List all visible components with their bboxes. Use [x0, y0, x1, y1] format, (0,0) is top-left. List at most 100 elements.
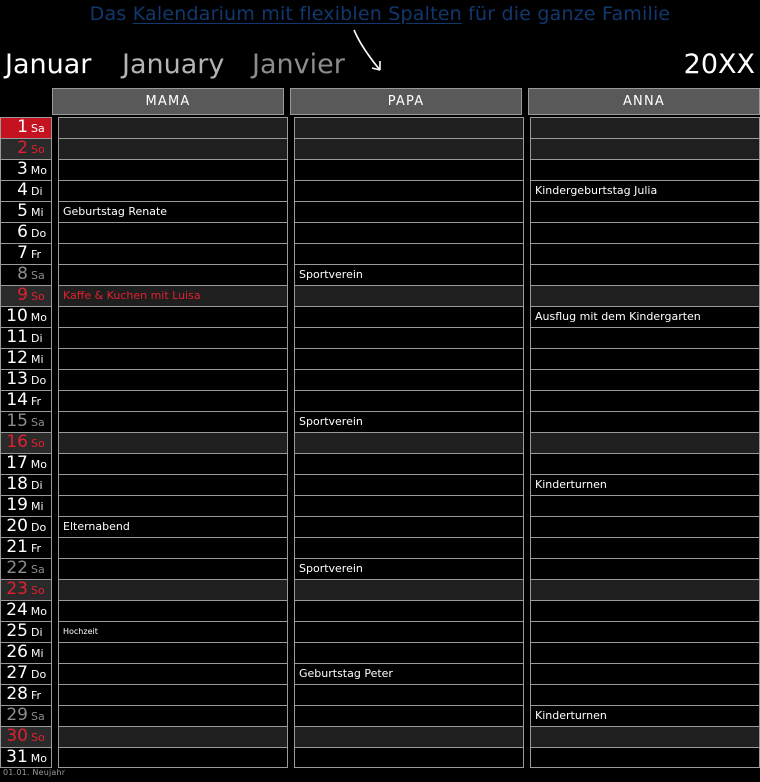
entry-cell-mama[interactable] [58, 264, 288, 285]
entry-cell-mama[interactable] [58, 453, 288, 474]
entry-cell-mama[interactable] [58, 411, 288, 432]
entry-cell-papa[interactable] [294, 642, 524, 663]
entry-cell-papa[interactable]: Sportverein [294, 558, 524, 579]
entry-cell-anna[interactable] [530, 243, 760, 264]
entry-cell-mama[interactable] [58, 432, 288, 453]
entry-cell-mama[interactable] [58, 243, 288, 264]
entry-cell-anna[interactable] [530, 684, 760, 705]
entry-cell-papa[interactable] [294, 159, 524, 180]
entry-cell-anna[interactable] [530, 663, 760, 684]
entry-cell-mama[interactable] [58, 327, 288, 348]
entry-cell-papa[interactable] [294, 348, 524, 369]
entry-cell-mama[interactable] [58, 306, 288, 327]
entry-cell-anna[interactable] [530, 453, 760, 474]
entry-cell-anna[interactable] [530, 579, 760, 600]
entry-cell-anna[interactable] [530, 201, 760, 222]
entry-cell-anna[interactable] [530, 138, 760, 159]
entry-cell-mama[interactable] [58, 558, 288, 579]
entry-cell-anna[interactable] [530, 390, 760, 411]
column-header-mama[interactable]: MAMA [52, 88, 284, 115]
entry-cell-anna[interactable] [530, 537, 760, 558]
entry-cell-papa[interactable] [294, 516, 524, 537]
entry-cell-papa[interactable] [294, 117, 524, 138]
entry-cell-mama[interactable] [58, 684, 288, 705]
entry-cell-papa[interactable] [294, 243, 524, 264]
entry-cell-mama[interactable]: Geburtstag Renate [58, 201, 288, 222]
entry-cell-papa[interactable] [294, 600, 524, 621]
entry-cell-anna[interactable]: Ausflug mit dem Kindergarten [530, 306, 760, 327]
entry-cell-mama[interactable] [58, 663, 288, 684]
entry-cell-papa[interactable] [294, 726, 524, 747]
entry-cell-anna[interactable] [530, 348, 760, 369]
entry-cell-anna[interactable] [530, 117, 760, 138]
column-header-anna[interactable]: ANNA [528, 88, 760, 115]
entry-cell-mama[interactable] [58, 747, 288, 768]
entry-cell-papa[interactable] [294, 201, 524, 222]
entry-cell-anna[interactable] [530, 432, 760, 453]
entry-cell-anna[interactable]: Kindergeburtstag Julia [530, 180, 760, 201]
promo-title: Das Kalendarium mit flexiblen Spalten fü… [90, 3, 671, 25]
entry-cell-papa[interactable] [294, 705, 524, 726]
entry-cell-mama[interactable]: Elternabend [58, 516, 288, 537]
column-header-papa[interactable]: PAPA [290, 88, 522, 115]
entry-cell-papa[interactable] [294, 495, 524, 516]
entry-cell-mama[interactable] [58, 348, 288, 369]
entry-cell-anna[interactable] [530, 747, 760, 768]
entry-cell-mama[interactable] [58, 537, 288, 558]
entry-cell-papa[interactable] [294, 579, 524, 600]
entry-cell-anna[interactable] [530, 327, 760, 348]
entry-cell-papa[interactable] [294, 432, 524, 453]
entry-cell-anna[interactable] [530, 600, 760, 621]
entry-cell-mama[interactable]: Kaffe & Kuchen mit Luisa [58, 285, 288, 306]
entry-cell-anna[interactable] [530, 621, 760, 642]
entry-cell-anna[interactable] [530, 285, 760, 306]
entry-cell-anna[interactable] [530, 495, 760, 516]
entry-cell-papa[interactable] [294, 474, 524, 495]
entry-cell-anna[interactable] [530, 726, 760, 747]
promo-title-suffix: für die ganze Familie [461, 3, 671, 25]
entry-cell-papa[interactable] [294, 390, 524, 411]
entry-cell-anna[interactable] [530, 222, 760, 243]
entry-cell-papa[interactable] [294, 222, 524, 243]
entry-cell-papa[interactable] [294, 369, 524, 390]
entry-cell-papa[interactable] [294, 138, 524, 159]
entry-cell-papa[interactable] [294, 180, 524, 201]
entry-cell-anna[interactable]: Kinderturnen [530, 474, 760, 495]
entry-cell-anna[interactable]: Kinderturnen [530, 705, 760, 726]
entry-cell-mama[interactable] [58, 222, 288, 243]
entry-cell-papa[interactable]: Sportverein [294, 411, 524, 432]
entry-cell-anna[interactable] [530, 411, 760, 432]
entry-cell-mama[interactable] [58, 390, 288, 411]
entry-cell-papa[interactable]: Sportverein [294, 264, 524, 285]
entry-cell-papa[interactable] [294, 537, 524, 558]
entry-cell-mama[interactable]: Hochzeit [58, 621, 288, 642]
entry-cell-mama[interactable] [58, 180, 288, 201]
entry-cell-mama[interactable] [58, 159, 288, 180]
entry-group [52, 537, 760, 558]
entry-cell-papa[interactable] [294, 747, 524, 768]
entry-cell-mama[interactable] [58, 579, 288, 600]
entry-cell-anna[interactable] [530, 642, 760, 663]
entry-cell-papa[interactable]: Geburtstag Peter [294, 663, 524, 684]
entry-cell-mama[interactable] [58, 705, 288, 726]
entry-cell-mama[interactable] [58, 600, 288, 621]
promo-title-link[interactable]: Kalendarium mit flexiblen Spalten [132, 3, 462, 25]
entry-cell-mama[interactable] [58, 474, 288, 495]
entry-cell-anna[interactable] [530, 369, 760, 390]
entry-cell-mama[interactable] [58, 369, 288, 390]
entry-cell-papa[interactable] [294, 327, 524, 348]
entry-cell-mama[interactable] [58, 138, 288, 159]
entry-cell-anna[interactable] [530, 159, 760, 180]
entry-cell-papa[interactable] [294, 285, 524, 306]
entry-cell-anna[interactable] [530, 264, 760, 285]
entry-cell-mama[interactable] [58, 495, 288, 516]
entry-cell-papa[interactable] [294, 453, 524, 474]
entry-cell-papa[interactable] [294, 684, 524, 705]
entry-cell-mama[interactable] [58, 117, 288, 138]
entry-cell-mama[interactable] [58, 642, 288, 663]
entry-cell-papa[interactable] [294, 621, 524, 642]
entry-cell-anna[interactable] [530, 558, 760, 579]
entry-cell-anna[interactable] [530, 516, 760, 537]
entry-cell-papa[interactable] [294, 306, 524, 327]
entry-cell-mama[interactable] [58, 726, 288, 747]
